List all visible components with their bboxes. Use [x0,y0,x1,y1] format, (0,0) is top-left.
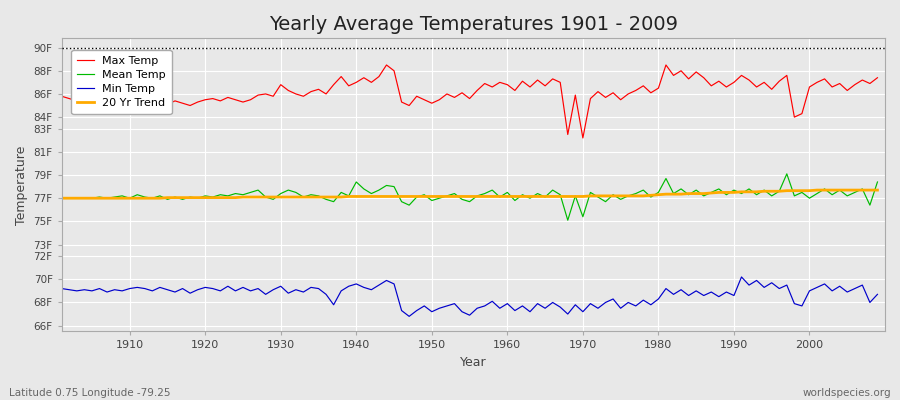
Text: Latitude 0.75 Longitude -79.25: Latitude 0.75 Longitude -79.25 [9,388,170,398]
Legend: Max Temp, Mean Temp, Min Temp, 20 Yr Trend: Max Temp, Mean Temp, Min Temp, 20 Yr Tre… [71,50,172,114]
Max Temp [509,88,520,93]
Max Temp [872,75,883,80]
Max Temp [578,136,589,140]
Max Temp [117,97,128,102]
Max Temp [328,82,339,87]
20 Yr Trend [592,194,603,198]
Max Temp [57,94,68,99]
Mean Temp [494,195,505,200]
Max Temp [283,88,293,93]
Min Temp [117,288,128,293]
20 Yr Trend [117,196,128,200]
Mean Temp [781,172,792,176]
Title: Yearly Average Temperatures 1901 - 2009: Yearly Average Temperatures 1901 - 2009 [269,15,678,34]
Mean Temp [57,196,68,200]
20 Yr Trend [502,194,513,199]
Min Temp [502,301,513,306]
Line: Min Temp: Min Temp [62,277,878,316]
Text: worldspecies.org: worldspecies.org [803,388,891,398]
Line: Mean Temp: Mean Temp [62,174,878,220]
20 Yr Trend [812,188,823,192]
Mean Temp [502,190,513,195]
Min Temp [328,302,339,307]
20 Yr Trend [328,195,339,200]
X-axis label: Year: Year [460,356,487,369]
Line: Max Temp: Max Temp [62,65,878,138]
Mean Temp [872,180,883,184]
Mean Temp [600,199,611,204]
Min Temp [736,274,747,279]
20 Yr Trend [494,194,505,199]
Max Temp [381,62,392,67]
20 Yr Trend [57,196,68,200]
20 Yr Trend [872,188,883,192]
Max Temp [608,90,618,95]
Min Temp [509,308,520,313]
20 Yr Trend [283,195,293,200]
Y-axis label: Temperature: Temperature [15,145,28,224]
Min Temp [57,286,68,291]
Max Temp [502,82,513,87]
Min Temp [283,291,293,296]
Mean Temp [562,218,573,223]
Min Temp [404,314,415,319]
Mean Temp [328,199,339,204]
Min Temp [872,292,883,297]
Mean Temp [283,188,293,192]
Mean Temp [117,194,128,198]
Min Temp [600,300,611,305]
Line: 20 Yr Trend: 20 Yr Trend [62,190,878,198]
